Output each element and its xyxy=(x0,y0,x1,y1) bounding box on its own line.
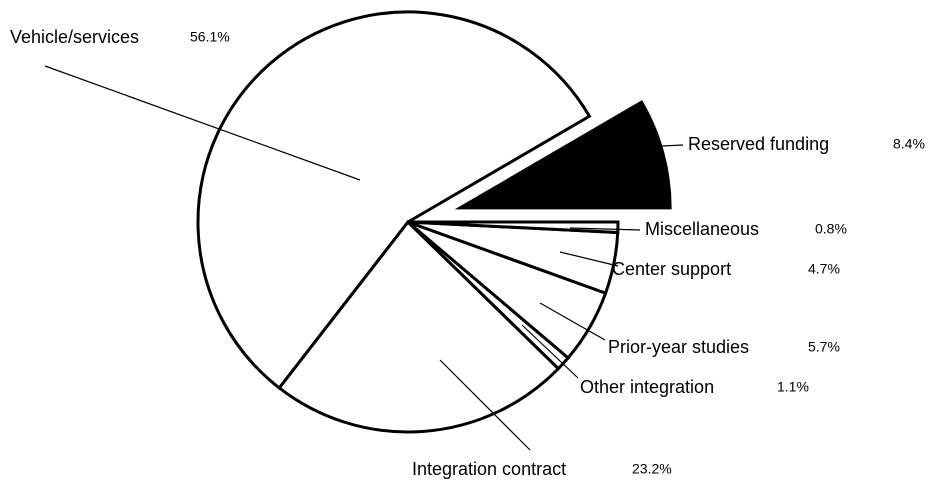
leader-line xyxy=(539,302,606,341)
slice-label: Miscellaneous xyxy=(645,219,759,239)
pie-slice xyxy=(196,10,592,391)
leader-line xyxy=(574,144,684,151)
value-label: 23.2% xyxy=(632,461,672,477)
leader-line xyxy=(521,324,579,379)
slice-label: Other integration xyxy=(580,377,714,397)
value-label: 4.7% xyxy=(808,261,840,277)
value-label: 5.7% xyxy=(808,339,840,355)
leader-line xyxy=(559,251,619,267)
slice-label: Prior-year studies xyxy=(608,337,749,357)
slice-label: Center support xyxy=(612,259,731,279)
value-label: 0.8% xyxy=(815,221,847,237)
slice-label: Vehicle/services xyxy=(10,27,139,47)
leader-line xyxy=(439,359,531,451)
pie-slice xyxy=(407,220,620,235)
value-label: 8.4% xyxy=(893,136,925,152)
leader-line xyxy=(569,227,641,231)
leader-line xyxy=(44,65,361,181)
pie-slice xyxy=(454,100,672,210)
pie-slice xyxy=(277,219,561,434)
value-label: 1.1% xyxy=(777,379,809,395)
value-label: 56.1% xyxy=(190,29,230,45)
slice-label: Reserved funding xyxy=(688,134,829,154)
slice-label: Integration contract xyxy=(412,459,566,479)
